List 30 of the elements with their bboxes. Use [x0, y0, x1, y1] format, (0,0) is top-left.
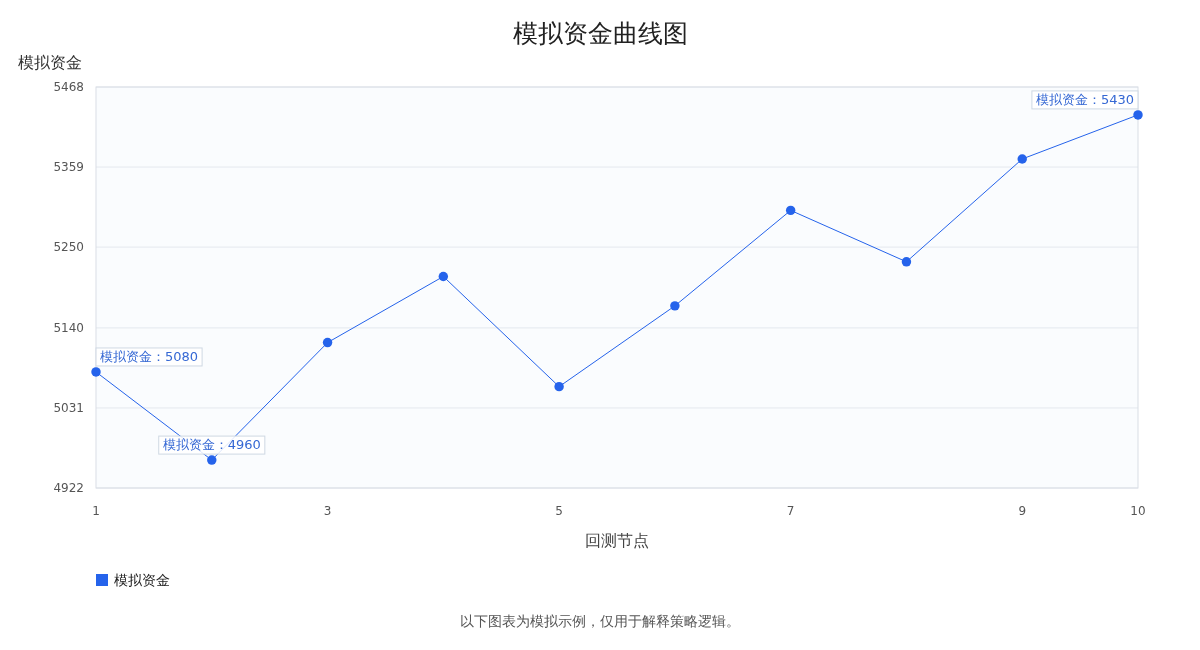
x-axis-title: 回测节点 — [585, 531, 649, 550]
y-tick-label: 5031 — [53, 401, 84, 416]
x-tick-label: 3 — [323, 504, 332, 518]
y-tick-label: 5359 — [53, 160, 84, 175]
point — [1133, 110, 1143, 120]
y-tick-label: 5468 — [53, 80, 84, 95]
point — [554, 381, 564, 392]
y-tick-label: 5250 — [53, 240, 84, 255]
data-label: 模拟资金：5430 — [1035, 91, 1134, 107]
x-tick-label: 7 — [786, 504, 795, 518]
y-tick-label: 5140 — [53, 321, 84, 336]
legend-label: 模拟资金 — [114, 571, 170, 588]
x-tick-label: 9 — [1018, 504, 1027, 518]
data-label: 模拟资金：4960 — [162, 437, 261, 453]
point — [438, 271, 449, 282]
x-tick-label: 10 — [1130, 504, 1146, 518]
chart-title: 模拟资金曲线图 — [512, 19, 688, 48]
x-tick-label: 1 — [92, 504, 100, 518]
point — [207, 455, 217, 465]
point — [670, 301, 680, 311]
point — [322, 337, 333, 348]
point — [91, 367, 101, 377]
data-label: 模拟资金：5080 — [100, 348, 199, 364]
y-tick-label: 4922 — [53, 481, 84, 496]
point — [1017, 154, 1027, 164]
y-axis-title: 模拟资金 — [18, 53, 82, 72]
text: 以下图表为模拟示例，仅用于解释策略逻辑。 — [460, 613, 740, 629]
x-tick-label: 5 — [555, 504, 563, 518]
point — [901, 257, 912, 267]
point — [785, 205, 796, 216]
